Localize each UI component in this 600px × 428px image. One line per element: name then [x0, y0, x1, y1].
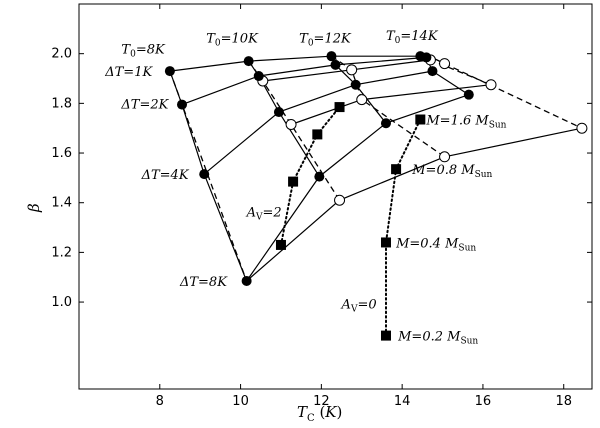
- svg-text:TC (K): TC (K): [297, 403, 342, 424]
- open-circle-point: [356, 94, 368, 106]
- solid-line: [246, 94, 469, 282]
- y-tick-label: 1.2: [51, 245, 72, 260]
- square-point: [312, 129, 323, 140]
- annotation-label: AV=2: [246, 205, 282, 222]
- open-circle-point: [485, 79, 497, 91]
- annotation-label: ΔT=4K: [141, 168, 190, 183]
- annotation-label: M=0.4 MSun: [395, 236, 476, 253]
- square-point: [380, 237, 391, 248]
- filled-circle-point: [380, 118, 391, 129]
- filled-circle-point: [314, 171, 325, 182]
- y-tick-label: 1.8: [51, 96, 72, 111]
- open-circle-point: [346, 64, 358, 76]
- open-circle-point: [334, 194, 346, 206]
- square-point: [415, 114, 426, 125]
- solid-lines-layer: [169, 54, 583, 282]
- annotation-label: M=0.8 MSun: [411, 163, 492, 180]
- annotation-label: T0=12K: [299, 32, 352, 49]
- x-tick-label: 12: [313, 394, 330, 409]
- x-tick-label: 8: [156, 394, 164, 409]
- open-circle-point: [576, 122, 588, 134]
- annotation-label: T0=14K: [386, 29, 439, 46]
- solid-line: [203, 70, 433, 175]
- open-circle-point: [439, 151, 451, 163]
- annotations-layer: T0=8K T0=10K T0=12K T0=14K ΔT=1K ΔT=2K ΔT=4K ΔT…: [104, 29, 506, 347]
- filled-circle-point: [421, 52, 432, 63]
- filled-circle-point: [243, 56, 254, 67]
- solid-line: [246, 127, 583, 282]
- plot-frame: [78, 3, 593, 390]
- filled-circle-point: [463, 89, 474, 100]
- y-tick-label: 2.0: [51, 47, 72, 62]
- annotation-label: ΔT=2K: [120, 97, 169, 112]
- filled-circle-point: [326, 51, 337, 62]
- dotted-line: [280, 106, 341, 246]
- annotation-label: ΔT=1K: [104, 65, 153, 80]
- y-tick-label: 1.0: [51, 295, 72, 310]
- ticks-layer: 8 10 12 14 16 18 1.0 1.2 1.4 1.6 1.8 2.0: [51, 4, 592, 409]
- filled-circle-point: [199, 169, 210, 180]
- annotation-label: T0=10K: [206, 32, 259, 49]
- filled-circle-point: [253, 71, 264, 82]
- filled-circle-point: [164, 66, 175, 77]
- dashed-lines-layer: [169, 54, 583, 282]
- solid-line: [169, 55, 421, 72]
- solid-line: [181, 56, 427, 106]
- filled-circle-point: [273, 107, 284, 118]
- open-circle-point: [285, 118, 297, 130]
- filled-circle-point: [330, 59, 341, 70]
- open-circle-point: [439, 58, 451, 70]
- dotted-lines-layer: [280, 106, 422, 337]
- filled-circle-point: [241, 275, 252, 286]
- markers-layer: [164, 51, 588, 341]
- svg-text:β: β: [25, 203, 43, 213]
- filled-circle-point: [350, 79, 361, 90]
- annotation-label: AV=0: [341, 297, 377, 314]
- annotation-label: T0=8K: [121, 43, 166, 60]
- square-point: [334, 102, 345, 113]
- annotation-label: ΔT=8K: [179, 275, 228, 290]
- square-point: [391, 164, 402, 175]
- square-point: [380, 330, 391, 341]
- square-point: [275, 239, 286, 250]
- dashed-line: [248, 60, 341, 201]
- x-axis-title: TC (K): [297, 403, 342, 424]
- y-tick-label: 1.6: [51, 146, 72, 161]
- x-tick-label: 16: [475, 394, 492, 409]
- y-axis-title: β: [25, 203, 43, 213]
- dotted-line: [385, 118, 422, 337]
- solid-line: [169, 70, 248, 282]
- filled-circle-point: [177, 99, 188, 110]
- y-tick-label: 1.4: [51, 196, 72, 211]
- square-point: [288, 176, 299, 187]
- annotation-label: M=1.6 MSun: [425, 113, 506, 130]
- x-tick-label: 10: [232, 394, 249, 409]
- solid-line: [248, 60, 320, 177]
- x-tick-label: 14: [394, 394, 411, 409]
- filled-circle-point: [427, 66, 438, 77]
- x-tick-label: 18: [555, 394, 572, 409]
- annotation-label: M=0.2 MSun: [397, 330, 478, 347]
